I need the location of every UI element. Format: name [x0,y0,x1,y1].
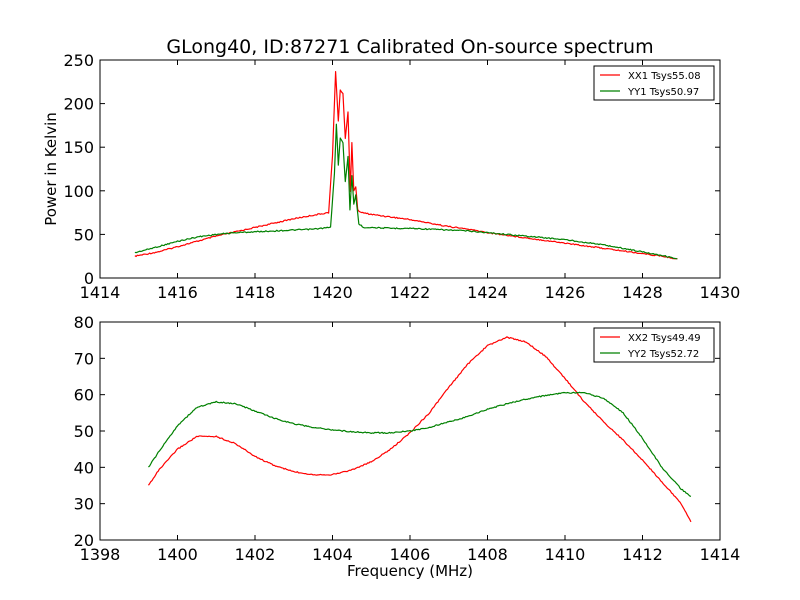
top-x-tick-label: 1420 [312,283,353,302]
top-x-tick-label: 1426 [545,283,586,302]
top-y-tick-label: 250 [63,51,94,70]
bottom-x-tick-label: 1398 [80,545,121,564]
bottom-y-tick-label: 80 [74,313,94,332]
chart-title: GLong40, ID:87271 Calibrated On-source s… [166,36,653,58]
top-x-tick-label: 1418 [235,283,276,302]
bottom-y-tick-label: 50 [74,422,94,441]
top-legend-box [593,65,715,101]
bottom-x-tick-label: 1410 [545,545,586,564]
top-x-tick-label: 1422 [390,283,431,302]
top-x-tick-label: 1414 [80,283,121,302]
top-x-tick-label: 1424 [467,283,508,302]
top-y-tick-label: 0 [84,269,94,288]
bottom-x-tick-label: 1412 [622,545,663,564]
bottom-x-tick-label: 1414 [700,545,741,564]
bottom-x-tick-label: 1408 [467,545,508,564]
top-plot: 1414 1416 1418 1420 1422 1424 1426 1428 1430 0 50 1… [63,51,740,302]
top-plot-frame [99,59,721,279]
bottom-y-tick-label: 20 [74,531,94,550]
bottom-y-tick-label: 70 [74,349,94,368]
bottom-ticks-layer: 1398 1400 1402 1404 1406 1408 1410 1412 1414 20 30… [74,313,741,564]
bottom-x-tick-label: 1404 [312,545,353,564]
bottom-x-tick-label: 1402 [235,545,276,564]
bottom-y-tick-label: 40 [74,458,94,477]
top-x-tick-label: 1416 [157,283,198,302]
bottom-legend-label-1: XX2 Tsys49.49 [628,333,701,344]
top-y-tick-label: 150 [63,138,94,157]
bottom-plot: 1398 1400 1402 1404 1406 1408 1410 1412 1414 20 30… [74,313,741,564]
top-series-layer [134,71,678,260]
top-y-tick-label: 100 [63,182,94,201]
bottom-legend-box [593,327,715,363]
bottom-plot-frame [99,321,721,541]
bottom-x-axis-label: Frequency (MHz) [347,562,473,580]
bottom-legend: XX2 Tsys49.49 YY2 Tsys52.72 [593,327,715,363]
top-series-line-2 [134,123,678,260]
bottom-series-line-2 [148,391,692,497]
top-y-axis-label: Power in Kelvin [42,112,60,226]
top-x-tick-label: 1430 [700,283,741,302]
top-legend-label-1: XX1 Tsys55.08 [628,71,701,82]
top-y-tick-label: 50 [74,225,94,244]
bottom-series-layer [147,336,692,523]
bottom-y-tick-label: 60 [74,386,94,405]
bottom-x-tick-label: 1400 [157,545,198,564]
top-legend: XX1 Tsys55.08 YY1 Tsys50.97 [593,65,715,101]
top-y-tick-label: 200 [63,95,94,114]
top-ticks-layer: 1414 1416 1418 1420 1422 1424 1426 1428 1430 0 50 1… [63,51,740,302]
bottom-legend-label-2: YY2 Tsys52.72 [627,349,699,360]
bottom-x-tick-label: 1406 [390,545,431,564]
bottom-series-line-1 [147,336,692,523]
top-x-tick-label: 1428 [622,283,663,302]
top-legend-label-2: YY1 Tsys50.97 [627,87,699,98]
bottom-y-tick-label: 30 [74,495,94,514]
